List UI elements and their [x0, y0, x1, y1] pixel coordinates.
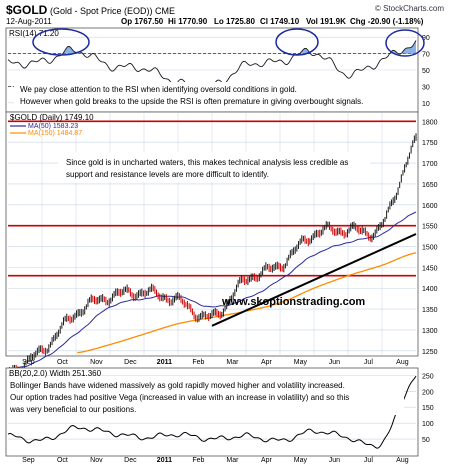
bb-x-tick-label: Oct: [57, 457, 68, 464]
bb-x-tick-label: Mar: [226, 457, 239, 464]
header-date: 12-Aug-2011: [6, 17, 52, 26]
price-annotation-line-1: Since gold is in uncharted waters, this …: [66, 158, 348, 167]
bb-x-tick-label: Apr: [261, 457, 273, 464]
price-bars: [7, 133, 417, 376]
price-annotation-box: [58, 152, 370, 182]
bb-tick-label: 100: [422, 421, 434, 428]
price-tick-label: 1600: [422, 203, 438, 210]
bb-x-tick-label: Sep: [22, 457, 35, 464]
price-tick-label: 1250: [422, 349, 438, 356]
price-tick-label: 1400: [422, 286, 438, 293]
website-url: www.skoptionstrading.com: [221, 296, 365, 308]
price-x-tick-label: Oct: [57, 359, 68, 366]
rsi-highlight-circle-2: [275, 28, 319, 56]
rsi-label: RSI(14) 71.20: [9, 29, 59, 38]
price-tick-label: 1550: [422, 224, 438, 231]
price-tick-label: 1650: [422, 182, 438, 189]
bb-annotation-line-2: Our option trades had positive Vega (inc…: [10, 393, 349, 402]
price-x-tick-label: Aug: [396, 359, 409, 366]
header-volume: Vol 191.9K: [306, 17, 346, 26]
bb-x-axis: Sep Oct Nov Dec 2011 Feb Mar Apr May Jun Jul Aug: [22, 457, 409, 464]
price-x-tick-label: Jul: [364, 359, 373, 366]
price-panel: 1250 1300 1350 1400 1450 1500 1550 1600 1650 1700…: [5, 111, 438, 376]
rsi-tick-label: 30: [422, 84, 430, 91]
price-tick-label: 1350: [422, 307, 438, 314]
bb-x-tick-label: 2011: [157, 457, 172, 464]
price-legend-symbol: $GOLD (Daily) 1749.10: [10, 113, 94, 122]
bb-x-tick-label: Dec: [124, 457, 137, 464]
bb-x-tick-label: Jul: [364, 457, 373, 464]
bb-label: BB(20,2.0) Width 251.360: [9, 369, 102, 378]
bb-tick-label: 200: [422, 389, 434, 396]
bb-annotation-box: [8, 379, 404, 415]
bb-x-tick-label: Aug: [396, 457, 409, 464]
bb-x-tick-label: Jun: [329, 457, 340, 464]
price-x-tick-label: Dec: [124, 359, 137, 366]
bb-x-tick-label: Nov: [90, 457, 103, 464]
bb-x-tick-label: Feb: [192, 457, 204, 464]
header-source: © StockCharts.com: [375, 4, 444, 13]
header-close: Cl 1749.10: [260, 17, 300, 26]
rsi-panel: 10 30 50 70 90 RSI(14) 71.20 We pay close at…: [5, 27, 430, 113]
price-x-tick-label: Sep: [22, 359, 35, 366]
price-x-tick-label: Feb: [192, 359, 204, 366]
price-tick-label: 1750: [422, 140, 438, 147]
price-legend-ma150: MA(150) 1484.87: [28, 130, 82, 137]
price-x-tick-label: 2011: [157, 359, 172, 366]
header-high: Hi 1770.90: [168, 17, 208, 26]
rsi-annotation-line-1: We pay close attention to the RSI when i…: [20, 85, 297, 94]
bb-annotation-line-1: Bollinger Bands have widened massively a…: [10, 381, 345, 390]
rsi-tick-label: 70: [422, 52, 430, 59]
bb-y-axis: 50 100 150 200 250: [422, 373, 434, 444]
header-description: (Gold - Spot Price (EOD)) CME: [50, 6, 175, 16]
header-open: Op 1767.50: [121, 17, 164, 26]
header-change: Chg -20.90 (-1.18%): [350, 17, 424, 26]
price-x-axis: Sep Oct Nov Dec 2011 Feb Mar Apr May Jun Jul Aug: [22, 359, 409, 366]
price-x-tick-label: Apr: [261, 359, 273, 366]
bb-tick-label: 150: [422, 405, 434, 412]
bb-width-line: [7, 375, 417, 449]
rsi-tick-label: 90: [422, 35, 430, 42]
price-tick-label: 1450: [422, 265, 438, 272]
rsi-tick-label: 10: [422, 101, 430, 108]
price-tick-label: 1500: [422, 245, 438, 252]
price-tick-label: 1700: [422, 161, 438, 168]
header-low: Lo 1725.80: [214, 17, 255, 26]
rsi-y-axis: 10 30 50 70 90: [422, 35, 430, 108]
price-x-tick-label: May: [294, 359, 308, 366]
price-legend-ma50: MA(50) 1583.23: [28, 123, 78, 130]
bb-annotation-line-3: was very beneficial to our positions.: [9, 405, 136, 414]
price-x-tick-label: Nov: [90, 359, 103, 366]
price-x-tick-label: Mar: [226, 359, 239, 366]
bb-x-tick-label: May: [294, 457, 308, 464]
price-y-axis: 1250 1300 1350 1400 1450 1500 1550 1600 1650 1700…: [422, 119, 438, 355]
bb-tick-label: 250: [422, 373, 434, 380]
bb-tick-label: 50: [422, 437, 430, 444]
price-tick-label: 1800: [422, 119, 438, 126]
rsi-annotation-box: [14, 82, 416, 108]
rsi-annotation-line-2: However when gold breaks to the upside t…: [20, 97, 363, 106]
ma50-line: [7, 211, 417, 370]
rsi-highlight-circle-3: [385, 29, 425, 57]
price-annotation-line-2: support and resistance levels are more d…: [66, 170, 269, 179]
trend-line: [211, 233, 417, 327]
price-x-tick-label: Jun: [329, 359, 340, 366]
rsi-tick-label: 50: [422, 68, 430, 75]
header-symbol: $GOLD: [6, 3, 48, 17]
rsi-highlight-circle-1: [32, 28, 90, 56]
price-tick-label: 1300: [422, 328, 438, 335]
